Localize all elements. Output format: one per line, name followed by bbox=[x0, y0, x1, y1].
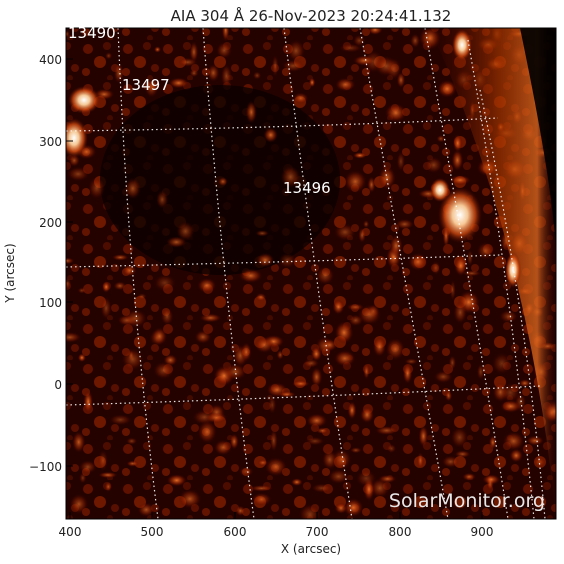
x-tick-label: 600 bbox=[224, 525, 247, 539]
active-region-label: 13490 bbox=[68, 24, 116, 42]
y-tick-label: 300 bbox=[39, 135, 62, 149]
image-title: AIA 304 Å 26-Nov-2023 20:24:41.132 bbox=[171, 6, 452, 25]
x-axis-label: X (arcsec) bbox=[281, 542, 341, 556]
y-tick-label: 200 bbox=[39, 216, 62, 230]
solar-disk-image bbox=[66, 28, 556, 519]
y-tick-label: 0 bbox=[54, 378, 62, 392]
y-tick-label: 400 bbox=[39, 53, 62, 67]
y-axis-label: Y (arcsec) bbox=[3, 243, 17, 303]
x-tick-label: 700 bbox=[306, 525, 329, 539]
watermark: SolarMonitor.org bbox=[389, 490, 545, 512]
x-tick-label: 900 bbox=[471, 525, 494, 539]
active-region-label: 13496 bbox=[283, 179, 331, 197]
x-tick-label: 500 bbox=[141, 525, 164, 539]
active-region-label: 13497 bbox=[122, 76, 170, 94]
x-tick-label: 800 bbox=[389, 525, 412, 539]
x-tick-label: 400 bbox=[59, 525, 82, 539]
y-tick-label: −100 bbox=[29, 460, 62, 474]
y-tick-label: 100 bbox=[39, 296, 62, 310]
plot-frame bbox=[65, 27, 557, 520]
